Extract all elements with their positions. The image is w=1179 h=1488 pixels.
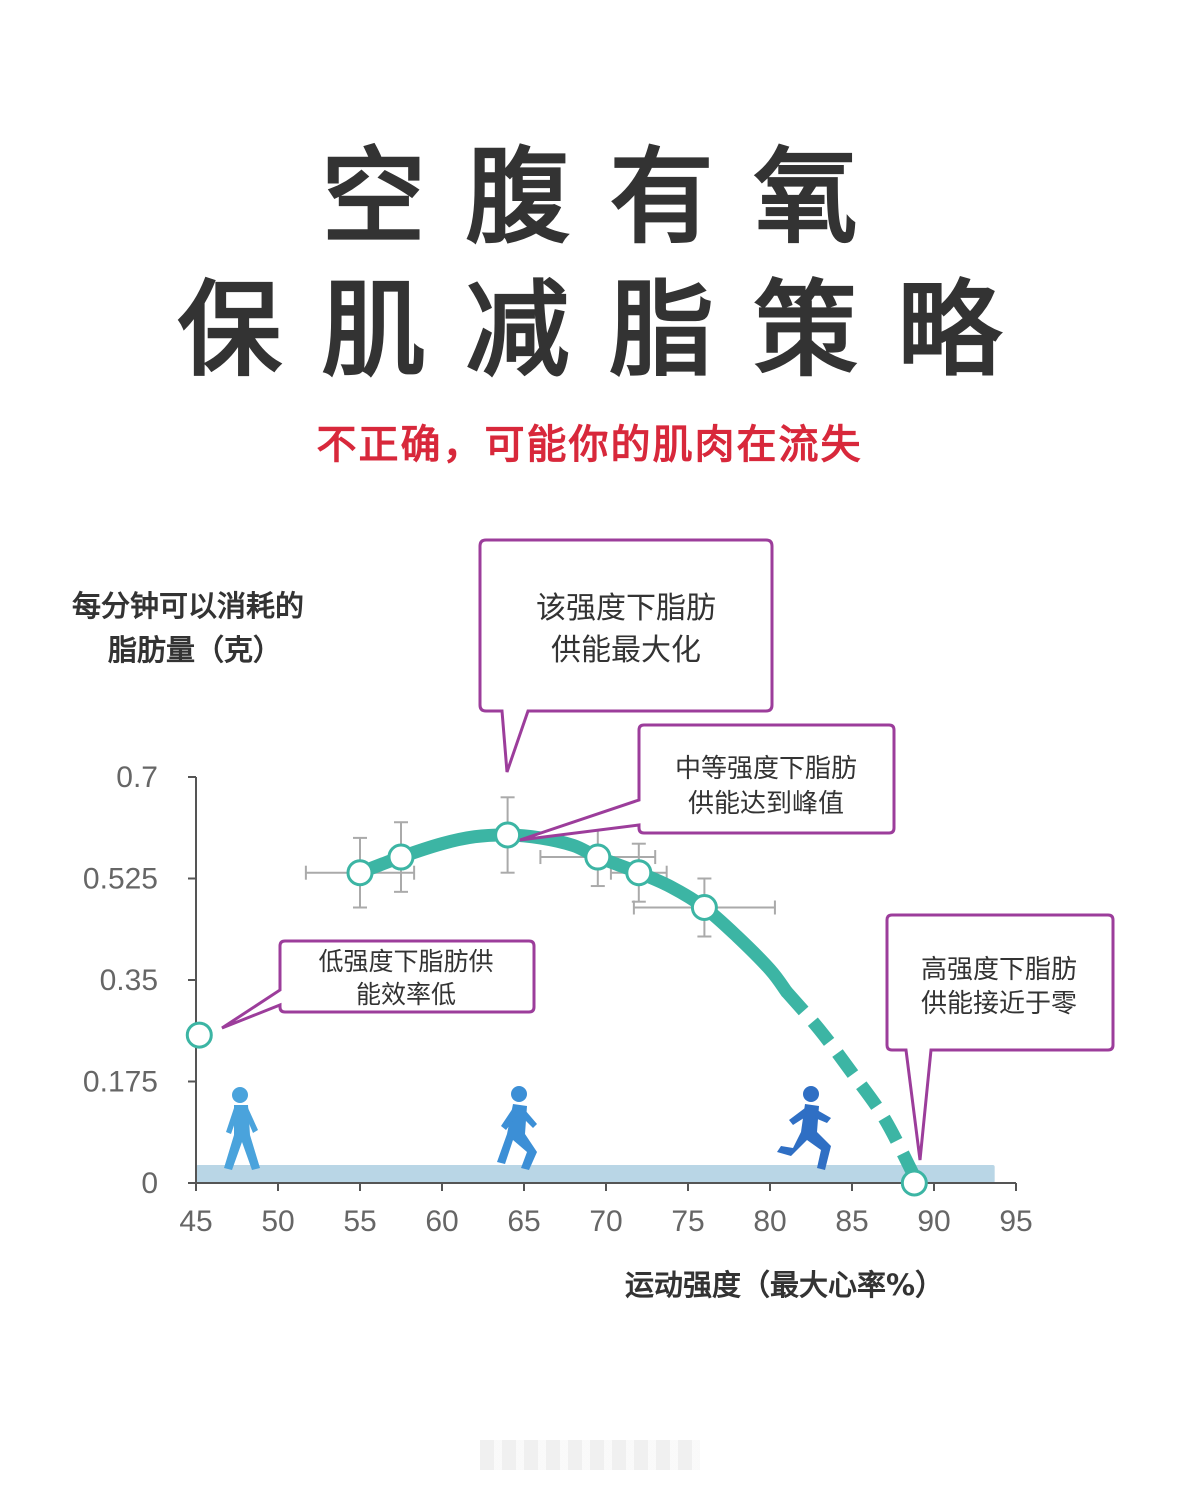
- data-point: [387, 843, 415, 871]
- data-point: [625, 859, 653, 887]
- x-tick-label: 85: [835, 1205, 868, 1238]
- y-axis-label-line-1: 每分钟可以消耗的: [72, 589, 304, 623]
- x-tick-label: 90: [917, 1205, 950, 1238]
- x-axis-label: 运动强度（最大心率%）: [625, 1268, 944, 1302]
- fat-curve-solid: [353, 828, 793, 999]
- callout-top-line-2: 供能最大化: [551, 633, 701, 668]
- x-tick-label: 45: [179, 1205, 212, 1238]
- callout-low: 低强度下脂肪供 能效率低: [221, 939, 536, 1030]
- y-ticks: 0 0.175 0.35 0.525 0.7: [83, 761, 196, 1200]
- y-tick-label: 0.7: [116, 761, 158, 794]
- x-tick-label: 65: [507, 1205, 540, 1238]
- callout-high-line-1: 高强度下脂肪: [921, 955, 1077, 985]
- watermark: [480, 1440, 700, 1470]
- data-points: [185, 821, 928, 1197]
- data-point: [900, 1169, 928, 1197]
- callout-mid: 中等强度下脂肪 供能达到峰值: [519, 723, 896, 842]
- callout-top: 该强度下脂肪 供能最大化: [478, 538, 774, 773]
- x-tick-label: 75: [671, 1205, 704, 1238]
- callout-low-line-1: 低强度下脂肪供: [318, 947, 493, 976]
- data-point: [494, 821, 522, 849]
- x-tick-label: 50: [261, 1205, 294, 1238]
- x-tick-label: 70: [589, 1205, 622, 1238]
- y-tick-label: 0.175: [83, 1066, 158, 1099]
- data-point: [346, 859, 374, 887]
- title-line-2: 保肌减脂策略: [177, 269, 1042, 391]
- subtitle: 不正确，可能你的肌肉在流失: [316, 422, 863, 468]
- data-point: [584, 843, 612, 871]
- title-line-1: 空腹有氧: [321, 136, 898, 258]
- walker-icon: [224, 1087, 260, 1170]
- y-axis-label-line-2: 脂肪量（克）: [108, 633, 282, 667]
- data-point: [185, 1021, 213, 1049]
- y-tick-label: 0.35: [100, 964, 158, 997]
- callout-high-line-2: 供能接近于零: [921, 989, 1077, 1019]
- callout-high: 高强度下脂肪 供能接近于零: [885, 913, 1115, 1161]
- callout-mid-line-2: 供能达到峰值: [688, 789, 844, 819]
- x-tick-label: 80: [753, 1205, 786, 1238]
- x-tick-label: 55: [343, 1205, 376, 1238]
- x-ticks: 45 50 55 60 65 70 75 80 85 90 95: [179, 1183, 1033, 1238]
- x-tick-label: 60: [425, 1205, 458, 1238]
- y-tick-label: 0: [141, 1167, 158, 1200]
- callout-top-line-1: 该强度下脂肪: [536, 591, 716, 626]
- y-tick-label: 0.525: [83, 863, 158, 896]
- x-tick-label: 95: [999, 1205, 1032, 1238]
- callout-mid-line-1: 中等强度下脂肪: [675, 754, 857, 784]
- fat-curve-dashed: [781, 987, 924, 1186]
- jogger-icon: [497, 1086, 537, 1170]
- callout-low-line-2: 能效率低: [356, 980, 456, 1009]
- fat-burn-chart: 每分钟可以消耗的 脂肪量（克） 0 0.175 0.35 0.525 0.7 45 50 5…: [72, 538, 1115, 1302]
- ground-band: [196, 1165, 995, 1183]
- runner-icon: [777, 1086, 831, 1170]
- data-point: [690, 894, 718, 921]
